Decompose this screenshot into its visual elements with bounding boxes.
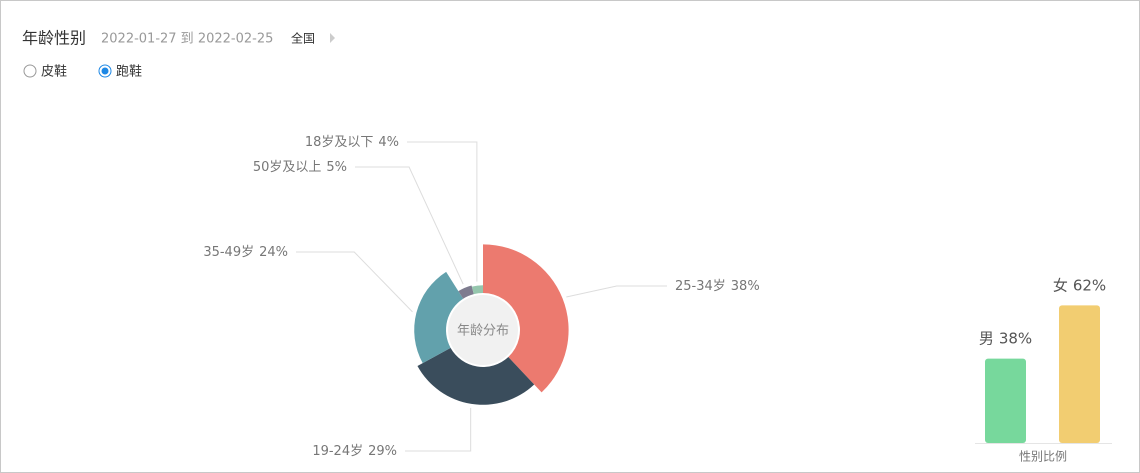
slice-category: 19-24岁 xyxy=(312,444,363,459)
rose-slice xyxy=(458,285,474,299)
rose-slice xyxy=(471,285,483,295)
bar xyxy=(985,358,1026,443)
leader-line xyxy=(296,251,413,313)
title: 年龄性别 xyxy=(22,29,86,48)
x-axis-label: 性别比例 xyxy=(1019,450,1067,464)
radio-label[interactable]: 跑鞋 xyxy=(116,64,142,80)
slice-category: 25-34岁 xyxy=(675,279,726,294)
rose-slice xyxy=(483,244,569,393)
leader-line xyxy=(566,285,667,298)
leader-line xyxy=(405,407,472,452)
bar-value: 62% xyxy=(1073,276,1106,294)
radio-label[interactable]: 皮鞋 xyxy=(41,64,67,80)
slice-category: 50岁及以上 xyxy=(253,160,322,175)
slice-label: 19-24岁 29% xyxy=(312,444,397,459)
slice-value: 29% xyxy=(368,444,397,459)
bar-category: 女 xyxy=(1053,276,1068,294)
slice-label: 50岁及以上 5% xyxy=(253,160,347,175)
bar-label: 男 38% xyxy=(979,329,1032,347)
leader-line xyxy=(355,166,464,285)
date-range: 2022-01-27 到 2022-02-25 xyxy=(101,32,273,47)
radio[interactable] xyxy=(23,64,37,78)
center-disc xyxy=(448,295,518,365)
slice-label: 35-49岁 24% xyxy=(203,245,288,260)
slice-label: 18岁及以下 4% xyxy=(305,135,399,150)
slice-value: 5% xyxy=(326,160,347,175)
bar xyxy=(1059,305,1100,443)
slice-value: 24% xyxy=(259,245,288,260)
rose-slice xyxy=(414,271,464,364)
slice-value: 4% xyxy=(378,135,399,150)
slice-value: 38% xyxy=(731,279,760,294)
leader-line xyxy=(407,141,478,282)
radio-dot[interactable] xyxy=(101,67,109,75)
slice-category: 18岁及以下 xyxy=(305,135,374,150)
region-arrow[interactable] xyxy=(330,33,335,43)
region[interactable]: 全国 xyxy=(291,31,315,46)
bar-label: 女 62% xyxy=(1053,276,1106,294)
rose-slice xyxy=(417,347,535,405)
slice-category: 35-49岁 xyxy=(203,245,254,260)
bar-value: 38% xyxy=(999,329,1032,347)
center-label: 年龄分布 xyxy=(457,324,509,339)
slice-label: 25-34岁 38% xyxy=(675,279,760,294)
bar-category: 男 xyxy=(979,329,994,347)
